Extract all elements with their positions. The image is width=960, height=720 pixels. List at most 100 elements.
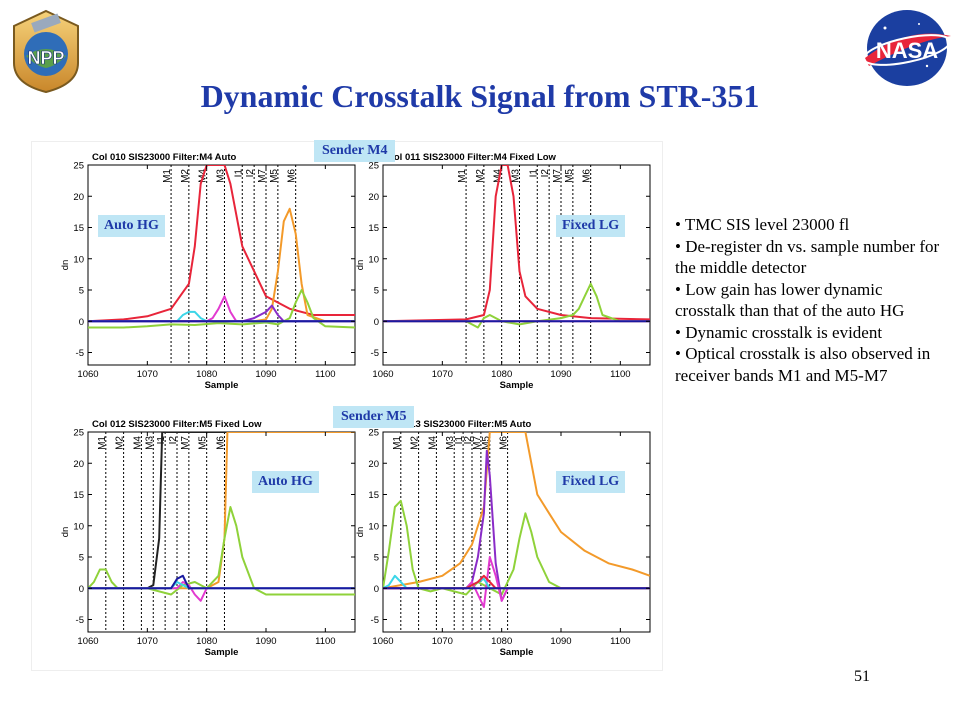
- plot-frame: [382, 431, 651, 633]
- y-tick-label: 15: [368, 223, 379, 234]
- band-marker-label: I1: [528, 169, 539, 178]
- band-marker-label: M6: [582, 169, 593, 183]
- x-axis-label: Sample: [500, 380, 534, 391]
- plot-col011-m4-fixed-low: Col 011 SIS23000 Filter:M4 Fixed Low M1 M2…: [355, 152, 651, 391]
- y-tick-label: 0: [374, 317, 379, 328]
- sender-m4-label: Sender M4: [314, 140, 396, 162]
- bullet-item: TMC SIS level 23000 fl: [675, 214, 945, 236]
- y-tick-label: 0: [79, 584, 84, 595]
- y-tick-label: 25: [73, 428, 84, 439]
- y-tick-label: 5: [79, 553, 84, 564]
- band-marker-label: I2: [168, 436, 179, 445]
- x-tick-label: 1080: [196, 636, 217, 647]
- y-tick-label: 5: [79, 286, 84, 297]
- x-tick-label: 1100: [315, 636, 335, 647]
- series-line: [383, 165, 650, 323]
- plot-frame: [382, 164, 651, 366]
- x-tick-label: 1090: [550, 636, 571, 647]
- x-tick-label: 1100: [610, 369, 630, 380]
- bullet-item: De-register dn vs. sample number for the…: [675, 236, 945, 279]
- y-tick-label: 25: [73, 161, 84, 172]
- plot-title: Col 011 SIS23000 Filter:M4 Fixed Low: [387, 152, 557, 163]
- sender-m5-label: Sender M5: [333, 406, 415, 428]
- series-group: [383, 165, 650, 329]
- band-marker-label: M3: [215, 169, 226, 183]
- x-tick-label: 1070: [432, 369, 453, 380]
- y-tick-label: 5: [374, 553, 379, 564]
- band-marker-label: M5: [269, 169, 280, 183]
- y-tick-label: 10: [73, 521, 84, 532]
- x-tick-label: 1090: [255, 369, 276, 380]
- band-marker-label: M7: [180, 436, 191, 450]
- x-tick-label: 1080: [491, 636, 512, 647]
- band-marker-label: M6: [499, 436, 510, 450]
- y-tick-label: 20: [368, 192, 379, 203]
- series-group: [88, 432, 355, 602]
- band-marker-label: M2: [180, 169, 191, 183]
- x-tick-label: 1080: [491, 369, 512, 380]
- band-marker-label: M7: [472, 436, 483, 450]
- x-tick-label: 1080: [196, 369, 217, 380]
- plot-col012-m5-fixed-low: Col 012 SIS23000 Filter:M5 Fixed Low M1 M2…: [60, 419, 356, 658]
- y-tick-label: -5: [76, 615, 84, 626]
- band-marker-label: I1: [454, 436, 465, 445]
- x-tick-label: 1100: [610, 636, 630, 647]
- band-marker-label: M5: [198, 436, 209, 450]
- x-tick-label: 1090: [550, 369, 571, 380]
- y-tick-label: 10: [368, 254, 379, 265]
- band-marker-label: M6: [287, 169, 298, 183]
- band-marker-label: M4: [427, 436, 438, 450]
- y-tick-label: 20: [368, 459, 379, 470]
- y-tick-label: 15: [73, 490, 84, 501]
- y-axis-label: dn: [355, 260, 366, 271]
- x-axis-label: Sample: [205, 380, 239, 391]
- series-line: [88, 506, 355, 596]
- y-tick-label: 25: [368, 428, 379, 439]
- x-tick-label: 1060: [372, 369, 393, 380]
- fixed-lg-label-top: Fixed LG: [556, 215, 626, 237]
- band-marker-label: I2: [540, 169, 551, 178]
- bullet-item: Low gain has lower dynamic crosstalk tha…: [675, 279, 945, 322]
- plot-title: Col 013 SIS23000 Filter:M5 Auto: [387, 419, 532, 430]
- y-tick-label: 10: [368, 521, 379, 532]
- series-line: [88, 581, 355, 602]
- y-tick-label: 0: [79, 317, 84, 328]
- x-tick-label: 1060: [372, 636, 393, 647]
- x-tick-label: 1060: [77, 636, 98, 647]
- plot-title: Col 010 SIS23000 Filter:M4 Auto: [92, 152, 237, 163]
- bullet-list: TMC SIS level 23000 fl De-register dn vs…: [675, 214, 945, 386]
- band-marker-label: M5: [564, 169, 575, 183]
- y-axis-label: dn: [60, 260, 71, 271]
- series-line: [88, 289, 355, 329]
- band-marker-label: M2: [475, 169, 486, 183]
- series-line: [88, 574, 355, 590]
- y-tick-label: 0: [374, 584, 379, 595]
- y-tick-label: 20: [73, 192, 84, 203]
- y-tick-label: 10: [73, 254, 84, 265]
- band-marker-label: M6: [215, 436, 226, 450]
- y-tick-label: -5: [76, 348, 84, 359]
- band-marker-label: M7: [552, 169, 563, 183]
- band-marker-label: M3: [144, 436, 155, 450]
- y-tick-label: 15: [368, 490, 379, 501]
- auto-hg-label-top: Auto HG: [98, 215, 165, 237]
- series-group: [88, 165, 355, 329]
- y-tick-label: 25: [368, 161, 379, 172]
- page-number: 51: [854, 668, 870, 685]
- band-marker-label: I1: [233, 169, 244, 178]
- band-marker-label: M1: [97, 436, 108, 450]
- band-marker-label: M1: [392, 436, 403, 450]
- fixed-lg-label-bottom: Fixed LG: [556, 471, 626, 493]
- band-marker-label: M4: [493, 169, 504, 183]
- nasa-logo-text: NASA: [876, 38, 938, 63]
- y-tick-label: 15: [73, 223, 84, 234]
- band-marker-label: I2: [245, 169, 256, 178]
- series-group: [383, 432, 650, 608]
- plot-frame: [87, 164, 356, 366]
- bullet-item: Optical crosstalk is also observed in re…: [675, 343, 945, 386]
- y-tick-label: 5: [374, 286, 379, 297]
- series-line: [88, 207, 355, 323]
- band-marker-label: M3: [445, 436, 456, 450]
- band-marker-label: M3: [510, 169, 521, 183]
